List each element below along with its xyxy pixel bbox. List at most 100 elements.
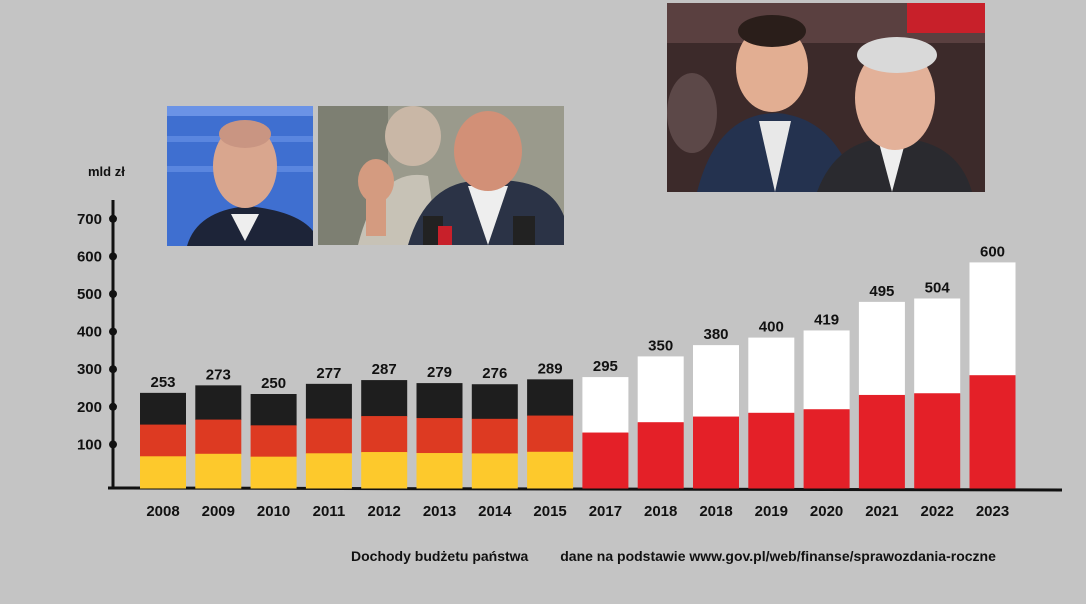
bar-segment	[361, 416, 408, 453]
y-tick-mark	[109, 290, 117, 298]
bar	[250, 394, 297, 489]
bar	[693, 345, 739, 489]
bar-segment	[748, 337, 795, 414]
y-tick-label: 700	[77, 211, 102, 228]
bar-segment	[527, 415, 574, 453]
data-label: 380	[703, 326, 728, 343]
y-tick-mark	[109, 402, 117, 411]
data-label: 279	[427, 364, 452, 381]
bar-segment	[914, 393, 961, 489]
bar	[195, 385, 242, 489]
data-label: 287	[372, 361, 397, 378]
y-tick-mark	[109, 214, 117, 223]
data-label: 253	[150, 374, 175, 391]
bar-segment	[361, 380, 408, 417]
x-tick-label: 2018	[699, 503, 732, 520]
bar-segment	[140, 456, 186, 489]
bar-segment	[471, 453, 518, 489]
x-tick-label: 2014	[478, 503, 512, 520]
x-tick-label: 2019	[755, 503, 788, 520]
bar-segment	[416, 418, 463, 454]
bar-segment	[858, 394, 905, 489]
chart-subtitle: Dochody budżetu państwa	[351, 548, 529, 564]
bar	[471, 384, 518, 489]
x-tick-label: 2012	[368, 503, 401, 520]
bar	[748, 337, 795, 489]
bar-segment	[693, 345, 739, 418]
bar-segment	[748, 412, 795, 489]
y-tick-label: 400	[77, 324, 102, 341]
data-label: 504	[925, 279, 951, 296]
bar-segment	[471, 418, 518, 454]
data-label: 600	[980, 243, 1005, 260]
data-label: 350	[648, 337, 673, 354]
bar-segment	[527, 379, 574, 417]
x-tick-label: 2013	[423, 503, 456, 520]
data-label: 400	[759, 319, 784, 336]
x-tick-label: 2022	[921, 503, 954, 520]
bars	[140, 262, 1016, 489]
bar	[637, 356, 684, 489]
bar-segment	[250, 425, 297, 458]
bar-segment	[969, 262, 1016, 376]
x-tick-label: 2017	[589, 503, 622, 520]
bar-segment	[471, 384, 518, 420]
x-tick-label: 2023	[976, 503, 1009, 520]
bar	[914, 298, 961, 489]
y-tick-mark	[109, 365, 117, 374]
bar-segment	[361, 452, 408, 489]
x-tick-label: 2010	[257, 503, 290, 520]
x-tick-labels: 2008 2009 2010 2011 2012 2013 2014 2015 2017 2018…	[146, 503, 1009, 520]
y-tick-mark	[109, 252, 117, 261]
y-ticks: 100 200 300 400 500 600 700	[77, 211, 117, 453]
y-tick-label: 100	[77, 436, 102, 453]
bar	[140, 392, 186, 489]
footer-caption: Dochody budżetu państwa dane na podstawi…	[351, 548, 996, 564]
bar-segment	[582, 432, 629, 489]
data-source-note: dane na podstawie www.gov.pl/web/finanse…	[560, 548, 996, 564]
data-label: 289	[538, 360, 563, 377]
x-tick-label: 2011	[313, 503, 346, 520]
data-label: 495	[869, 283, 894, 300]
y-tick-label: 300	[77, 361, 102, 378]
x-tick-label: 2009	[202, 503, 235, 520]
bar-segment	[637, 356, 684, 423]
bar	[803, 330, 850, 489]
bar-segment	[140, 424, 186, 457]
bar	[969, 262, 1016, 489]
bar-segment	[914, 298, 961, 394]
data-label: 277	[316, 365, 341, 382]
photo-two-men-audience	[667, 3, 985, 192]
x-tick-label: 2015	[533, 503, 566, 520]
bar	[416, 383, 463, 489]
bar-segment	[250, 394, 297, 426]
y-tick-label: 600	[77, 248, 102, 265]
bar-segment	[803, 409, 850, 489]
bar-segment	[195, 419, 242, 455]
bar-segment	[527, 451, 574, 489]
bar-segment	[250, 456, 297, 489]
photo-man-bald-suit	[167, 106, 313, 246]
bar-segment	[693, 416, 739, 489]
bar	[305, 383, 352, 489]
bar-segment	[803, 330, 850, 410]
bar-segment	[858, 301, 905, 396]
x-tick-label: 2021	[865, 503, 898, 520]
x-tick-label: 2018	[644, 503, 677, 520]
bar	[858, 301, 905, 489]
bar-segment	[416, 453, 463, 489]
y-tick-label: 200	[77, 399, 102, 416]
y-tick-label: 500	[77, 286, 102, 303]
y-axis-label: mld zł	[88, 164, 125, 179]
bar-segment	[305, 383, 352, 420]
bar-segment	[637, 422, 684, 489]
bar-segment	[195, 385, 242, 421]
photo-man-speaking-gesture	[318, 106, 564, 245]
bar-segment	[416, 383, 463, 419]
x-tick-label: 2020	[810, 503, 843, 520]
bar-segment	[305, 453, 352, 489]
bar	[527, 379, 574, 489]
value-labels: 253 273 250 277 287 279 276 289 295 350 380 400 419 4…	[150, 243, 1005, 392]
bar-segment	[195, 453, 242, 489]
